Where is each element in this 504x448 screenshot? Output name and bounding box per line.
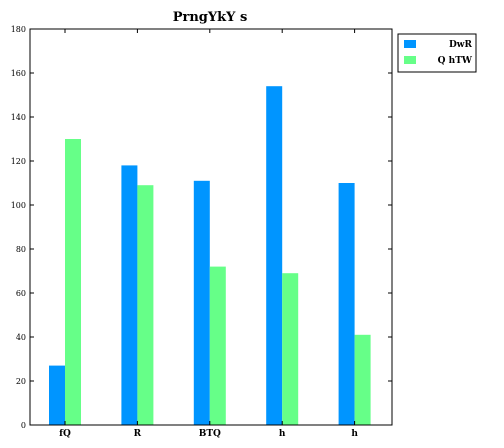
bar-series-2 xyxy=(355,335,371,425)
bars-group xyxy=(49,86,371,425)
y-tick-label: 40 xyxy=(16,333,26,342)
bar-series-1 xyxy=(266,86,282,425)
bar-series-2 xyxy=(282,273,298,425)
y-tick-label: 140 xyxy=(11,113,26,122)
x-category-label: h xyxy=(351,429,358,439)
x-category-label: fQ xyxy=(59,429,71,439)
bar-series-1 xyxy=(194,181,210,425)
legend: DwR Q hTW xyxy=(398,34,476,72)
bar-series-1 xyxy=(49,366,65,425)
y-tick-label: 60 xyxy=(16,289,26,298)
y-tick-label: 0 xyxy=(21,421,26,430)
x-category-label: h xyxy=(279,429,286,439)
x-category-label: BTQ xyxy=(199,429,221,439)
y-tick-label: 120 xyxy=(11,157,26,166)
bar-series-1 xyxy=(121,165,137,425)
y-tick-label: 80 xyxy=(16,245,26,254)
y-tick-label: 160 xyxy=(11,69,26,78)
chart-title: PrngYkY s xyxy=(173,10,248,25)
legend-label: DwR xyxy=(449,40,473,50)
bar-series-1 xyxy=(339,183,355,425)
legend-label: Q hTW xyxy=(438,56,473,66)
bar-series-2 xyxy=(65,139,81,425)
bar-series-2 xyxy=(210,267,226,425)
x-category-label: R xyxy=(134,429,142,439)
legend-swatch xyxy=(404,40,416,48)
legend-swatch xyxy=(404,56,416,64)
y-tick-label: 20 xyxy=(16,377,26,386)
y-tick-label: 180 xyxy=(11,25,26,34)
bar-series-2 xyxy=(137,185,153,425)
y-tick-label: 100 xyxy=(11,201,26,210)
